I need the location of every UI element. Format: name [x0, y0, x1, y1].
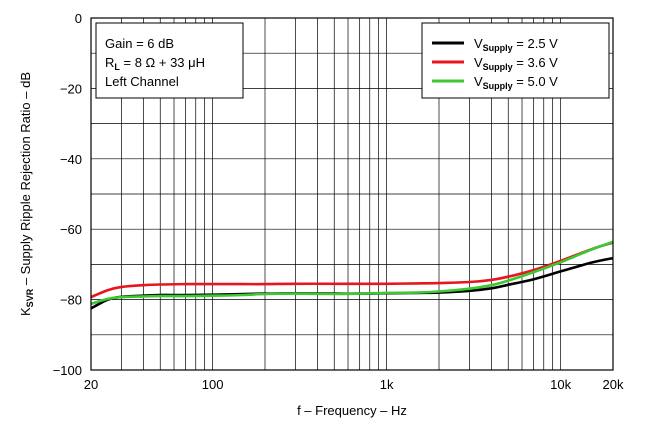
- annotation-channel: Left Channel: [105, 74, 179, 89]
- legend-label-sub: Supply: [483, 62, 513, 72]
- legend-label-main: V: [474, 36, 483, 51]
- legend-label-2: VSupply = 3.6 V: [474, 55, 558, 72]
- legend-label-main: V: [474, 55, 483, 70]
- y-tick-label: 0: [75, 11, 82, 26]
- annotation-gain: Gain = 6 dB: [105, 36, 174, 51]
- x-tick-label: 10k: [550, 377, 571, 392]
- annotation-box: Gain = 6 dB RL = 8 Ω + 33 μH Left Channe…: [95, 22, 244, 99]
- y-axis-label-sub: SVR: [25, 288, 35, 307]
- x-tick-label: 20: [84, 377, 98, 392]
- series-line-2: [90, 241, 614, 299]
- y-tick-label: −40: [60, 152, 82, 167]
- legend-label-sub: Supply: [483, 81, 513, 91]
- annotation-load-sub: L: [114, 62, 120, 72]
- x-tick-label: 100: [202, 377, 224, 392]
- annotation-load: RL = 8 Ω + 33 μH: [105, 55, 205, 72]
- curves: [90, 240, 614, 310]
- x-axis-label: f – Frequency – Hz: [297, 403, 407, 418]
- x-tick-label: 1k: [380, 377, 394, 392]
- annotation-load-value: = 8 Ω + 33 μH: [120, 55, 205, 70]
- x-tick-label: 20k: [603, 377, 624, 392]
- x-tick-labels: 20 100 1k 10k 20k: [84, 377, 624, 392]
- y-tick-labels: 0 −20 −40 −60 −80 −100: [53, 11, 82, 378]
- legend-label-1: VSupply = 2.5 V: [474, 36, 558, 53]
- legend-label-3: VSupply = 5.0 V: [474, 74, 558, 91]
- legend-label-value: = 2.5 V: [513, 36, 558, 51]
- y-axis-label-main: K: [18, 307, 33, 316]
- y-axis-label-rest: – Supply Ripple Rejection Ratio – dB: [18, 72, 33, 289]
- plot-frame: [90, 17, 614, 371]
- y-tick-label: −80: [60, 293, 82, 308]
- annotation-load-r: R: [105, 55, 114, 70]
- legend-label-value: = 5.0 V: [513, 74, 558, 89]
- annotation-frame: [95, 22, 244, 99]
- y-axis-label: KSVR – Supply Ripple Rejection Ratio – d…: [18, 72, 35, 316]
- y-tick-label: −60: [60, 222, 82, 237]
- legend-label-sub: Supply: [483, 43, 513, 53]
- y-tick-label: −100: [53, 363, 82, 378]
- legend-label-value: = 3.6 V: [513, 55, 558, 70]
- legend-label-main: V: [474, 74, 483, 89]
- series-line-3: [90, 240, 614, 306]
- y-tick-label: −20: [60, 81, 82, 96]
